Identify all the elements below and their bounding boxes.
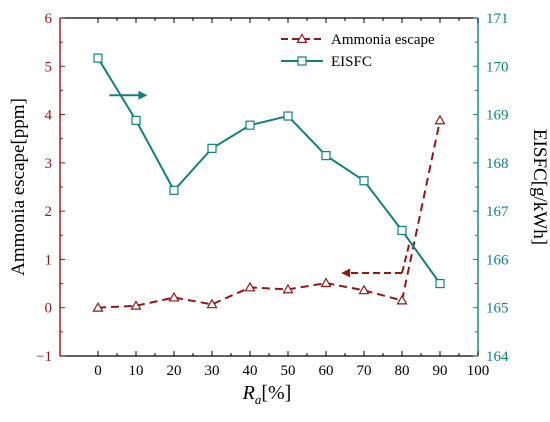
x-axis-label: Ra[%]: [242, 382, 292, 407]
legend-ammonia-escape-label: Ammonia escape: [331, 32, 435, 48]
right-tick-label: 168: [486, 156, 509, 172]
ammonia-escape-point: [92, 302, 104, 312]
ammonia-escape-line: [97, 120, 441, 309]
x-axis-label-unit: [%]: [261, 382, 291, 404]
x-tick-label: 30: [205, 363, 220, 379]
ammonia-escape-point: [396, 294, 408, 305]
ammonia-escape-point: [130, 300, 142, 310]
right-tick-label: 164: [486, 349, 509, 365]
left-tick-label: 3: [45, 156, 53, 172]
legend-ammonia-escape-marker: [296, 33, 308, 43]
x-tick-label: 80: [395, 363, 410, 379]
x-axis-label-subscript: a: [255, 392, 262, 407]
axis-ticks: 0 10 20 30 40 50 60 70 80 90 100 −1 0 1 2 3 4 5 6 164 165 166…: [36, 11, 509, 379]
x-tick-label: 50: [281, 363, 296, 379]
x-axis-label-symbol: R: [242, 382, 255, 404]
right-tick-label: 171: [486, 11, 509, 27]
plot-frame: [59, 17, 479, 357]
x-tick-label: 0: [94, 363, 102, 379]
ammonia-escape-point: [244, 281, 256, 292]
eisfc-point: [283, 111, 293, 121]
ammonia-escape-point: [168, 291, 180, 302]
legend-eisfc-label: EISFC: [331, 54, 372, 70]
eisfc-line: [97, 57, 441, 285]
x-tick-label: 20: [167, 363, 182, 379]
eisfc-point: [359, 176, 369, 186]
y-axis-right-label: EISFC[g/kWh]: [529, 129, 550, 245]
ammonia-arrow-head: [341, 268, 351, 278]
ammonia-escape-point: [282, 283, 294, 294]
legend: Ammonia escape EISFC: [281, 32, 435, 70]
left-tick-label: 2: [45, 204, 53, 220]
right-tick-label: 165: [486, 301, 509, 317]
left-tick-label: 5: [45, 59, 53, 75]
left-tick-label: −1: [36, 349, 52, 365]
eisfc-point: [169, 185, 179, 195]
left-tick-label: 4: [45, 108, 53, 124]
right-tick-label: 170: [486, 59, 509, 75]
right-tick-label: 167: [486, 204, 509, 220]
x-tick-label: 60: [319, 363, 334, 379]
ammonia-escape-point: [434, 114, 446, 125]
ammonia-arrow-elbow: [401, 242, 411, 274]
axis-labels: Ra[%] Ammonia escape[ppm] EISFC[g/kWh]: [8, 98, 550, 407]
x-tick-label: 40: [243, 363, 258, 379]
eisfc-point: [131, 115, 141, 125]
right-tick-label: 169: [486, 108, 509, 124]
right-tick-label: 166: [486, 252, 509, 268]
left-tick-label: 6: [45, 11, 53, 27]
eisfc-point: [207, 143, 217, 153]
eisfc-point: [397, 225, 407, 236]
legend-eisfc-marker: [297, 56, 307, 66]
annotation-arrows: [109, 90, 411, 278]
x-tick-label: 90: [433, 363, 448, 379]
eisfc-point: [245, 120, 255, 130]
left-tick-label: 0: [45, 301, 53, 317]
x-tick-label: 70: [357, 363, 372, 379]
ammonia-escape-point: [206, 298, 218, 309]
eisfc-arrow-head: [138, 90, 148, 100]
x-tick-label: 10: [129, 363, 144, 379]
ammonia-escape-point: [358, 284, 370, 295]
x-tick-label: 100: [467, 363, 490, 379]
ammonia-escape-point: [320, 277, 332, 288]
eisfc-point: [321, 151, 331, 161]
left-tick-label: 1: [45, 252, 53, 268]
data-series: [92, 53, 446, 312]
eisfc-point: [435, 278, 445, 289]
eisfc-point: [93, 53, 103, 63]
y-axis-left-label: Ammonia escape[ppm]: [8, 98, 29, 276]
